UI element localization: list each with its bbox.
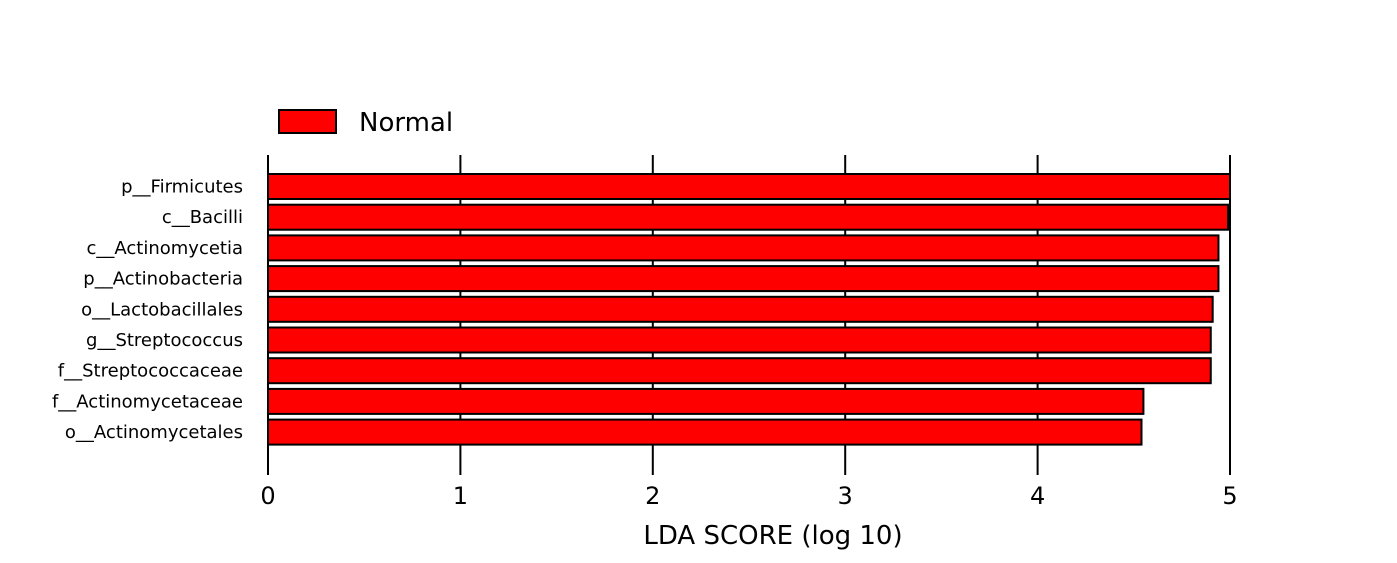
category-label: c__Bacilli	[162, 207, 243, 228]
x-tick-label: 5	[1222, 482, 1237, 510]
x-axis-title: LDA SCORE (log 10)	[643, 521, 902, 551]
category-label: p__Firmicutes	[121, 177, 243, 198]
category-label: o__Lactobacillales	[81, 299, 243, 320]
legend-swatch-normal	[278, 109, 337, 134]
category-label: c__Actinomycetia	[86, 238, 243, 259]
legend-label-normal: Normal	[359, 108, 453, 138]
category-label: f__Actinomycetaceae	[52, 391, 243, 412]
x-tick-label: 4	[1030, 482, 1045, 510]
bar-c__Bacilli	[267, 203, 1230, 231]
category-labels: p__Firmicutes c__Bacilli c__Actinomycetiap…	[52, 177, 243, 444]
x-tick-label: 2	[645, 482, 660, 510]
legend: Normal	[278, 108, 453, 138]
category-label: o__Actinomycetales	[65, 422, 243, 443]
bar-f__Streptococcaceae	[267, 357, 1212, 385]
category-label: f__Streptococcaceae	[58, 361, 243, 382]
x-tick-label: 0	[260, 482, 275, 510]
bar-p__Actinobacteria	[267, 265, 1220, 293]
bar-g__Streptococcus	[267, 326, 1212, 354]
x-tick-label: 3	[838, 482, 853, 510]
x-axis-ticks: 0 1 2 3 4 5	[260, 482, 1237, 510]
bar-p__Firmicutes	[267, 173, 1231, 200]
x-tick-label: 1	[453, 482, 468, 510]
category-label: p__Actinobacteria	[83, 269, 243, 290]
category-label: g__Streptococcus	[86, 330, 243, 351]
bar-o__Lactobacillales	[267, 295, 1214, 323]
bars-group	[267, 173, 1231, 446]
bar-o__Actinomycetales	[267, 418, 1143, 446]
bar-f__Actinomycetaceae	[267, 387, 1145, 415]
bar-c__Actinomycetia	[267, 234, 1220, 262]
